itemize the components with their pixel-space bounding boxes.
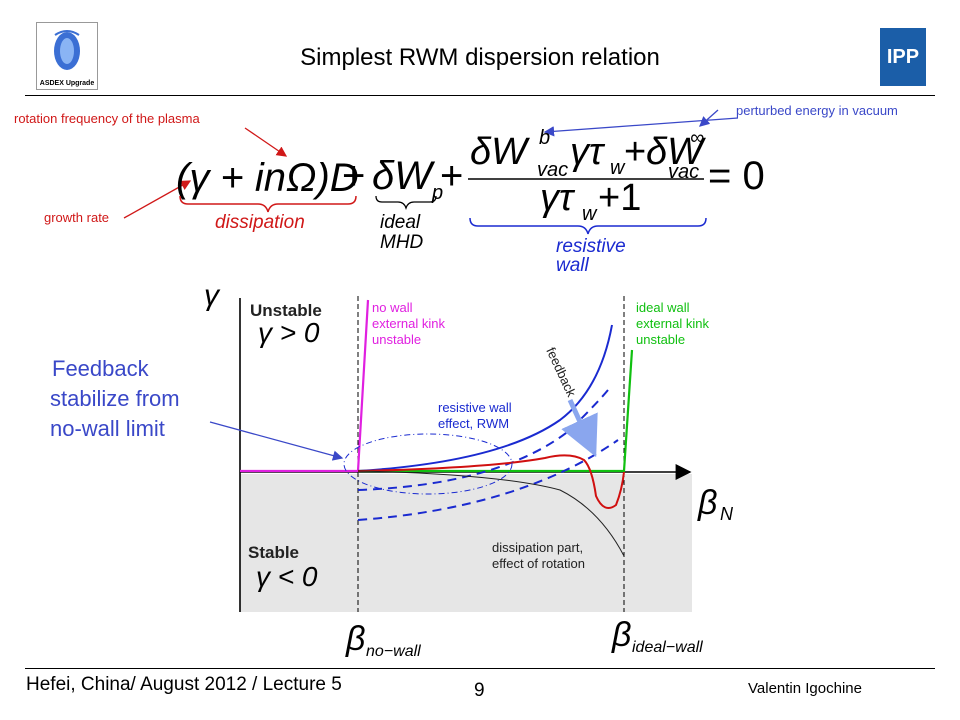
dissipation-curve — [357, 470, 625, 557]
eq-num-plus: + — [624, 131, 646, 173]
footer-author: Valentin Igochine — [748, 680, 862, 697]
feedback-note-1: Feedback — [52, 356, 150, 381]
feedback-pointer-arrow — [209, 421, 344, 461]
eq-num-b-sup: ∞ — [690, 127, 704, 149]
ideal-wall-label-1: ideal wall — [636, 300, 690, 315]
beta-no-wall-sub: no−wall — [366, 643, 421, 660]
x-axis-sub: N — [720, 504, 734, 524]
unstable-label: Unstable — [250, 301, 322, 320]
ipp-logo: IPP — [880, 28, 926, 86]
y-axis-label: γ — [204, 279, 221, 312]
no-wall-region-ellipse — [343, 433, 513, 495]
feedback-note-3: no-wall limit — [50, 416, 165, 441]
growth-rate-label: growth rate — [44, 210, 110, 225]
eq-num-a-sup: b — [539, 127, 550, 149]
eq-den: γτ — [540, 177, 576, 219]
ipp-logo-text: IPP — [886, 45, 920, 68]
rwm-label-2: effect, RWM — [438, 416, 509, 431]
feedback-label: feedback — [543, 345, 579, 400]
eq-num-a-sub: vac — [537, 159, 568, 181]
perturbed-energy-arrow-1 — [543, 117, 739, 137]
rotation-arrow — [244, 127, 288, 157]
eq-num-b-sub: vac — [668, 161, 699, 183]
stable-condition: γ < 0 — [256, 561, 318, 592]
eq-term-dwp: δW — [372, 154, 435, 198]
eq-plus-2: + — [440, 154, 463, 198]
perturbed-energy-label: perturbed energy in vacuum — [736, 103, 898, 118]
eq-num-b: δW — [646, 131, 706, 173]
eq-term-dissipation: (γ + inΩ)D — [176, 156, 359, 200]
page-title: Simplest RWM dispersion relation — [300, 44, 660, 71]
page-number: 9 — [474, 680, 485, 701]
footer-lecture-info: Hefei, China/ August 2012 / Lecture 5 — [26, 674, 342, 695]
dissipation-part-label-2: effect of rotation — [492, 556, 585, 571]
footer-divider — [25, 668, 935, 669]
rwm-label-1: resistive wall — [438, 400, 512, 415]
eq-dissipation-label: dissipation — [215, 212, 305, 233]
rwm-curve — [357, 324, 613, 472]
asdex-logo-graphic — [54, 30, 80, 70]
eq-resistive-label: resistive — [556, 236, 626, 257]
eq-den-tail: +1 — [598, 177, 641, 219]
growth-rate-arrow — [123, 180, 192, 219]
eq-num-a: δW — [470, 131, 530, 173]
eq-num-a-tail-sub: w — [610, 157, 626, 179]
no-wall-label-2: external kink — [372, 316, 445, 331]
eq-mhd-label: MHD — [380, 232, 424, 253]
ideal-wall-label-2: external kink — [636, 316, 709, 331]
ideal-mhd-brace — [375, 195, 437, 211]
rwm-dashed-curve-1 — [357, 389, 609, 491]
no-wall-label-1: no wall — [372, 300, 413, 315]
dissipation-brace — [179, 195, 357, 213]
x-axis-label: β — [697, 484, 717, 522]
feedback-arrow — [561, 398, 598, 458]
eq-num-a-tail: γτ — [570, 131, 606, 173]
eq-ideal-label: ideal — [380, 212, 421, 233]
beta-ideal-wall-sub: ideal−wall — [632, 639, 703, 656]
unstable-condition: γ > 0 — [258, 317, 320, 348]
ideal-wall-label-3: unstable — [636, 332, 685, 347]
rotation-curve — [357, 454, 625, 509]
rotation-frequency-label: rotation frequency of the plasma — [14, 111, 200, 126]
ideal-wall-curve — [358, 349, 634, 473]
perturbed-energy-arrow-2 — [699, 109, 719, 127]
eq-plus-1: + — [342, 154, 365, 198]
eq-wall-label: wall — [556, 255, 590, 276]
resistive-wall-brace — [469, 217, 707, 235]
header-divider — [25, 95, 935, 96]
eq-equals: = 0 — [708, 154, 765, 198]
eq-term-dwp-sub: p — [431, 182, 443, 204]
dissipation-part-label-1: dissipation part, — [492, 540, 583, 555]
beta-no-wall: β — [345, 620, 365, 658]
asdex-logo: ASDEX Upgrade — [36, 22, 98, 90]
stable-label: Stable — [248, 543, 299, 562]
no-wall-label-3: unstable — [372, 332, 421, 347]
eq-den-sub: w — [582, 203, 598, 225]
beta-ideal-wall: β — [611, 616, 631, 654]
asdex-logo-caption: ASDEX Upgrade — [39, 80, 95, 87]
feedback-note-2: stabilize from — [50, 386, 180, 411]
